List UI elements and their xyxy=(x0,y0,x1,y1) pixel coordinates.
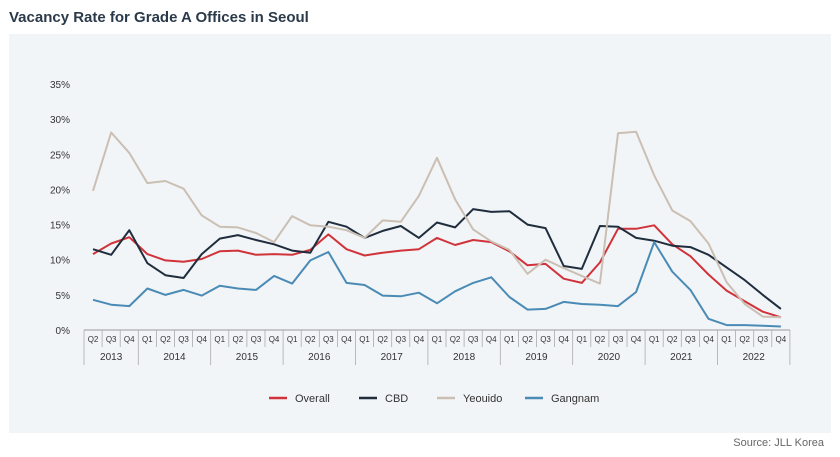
y-tick-label: 0% xyxy=(56,326,71,337)
x-quarter-label: Q3 xyxy=(395,335,406,344)
x-quarter-label: Q3 xyxy=(323,335,334,344)
x-quarter-label: Q3 xyxy=(685,335,696,344)
x-quarter-label: Q2 xyxy=(88,335,99,344)
x-quarter-label: Q3 xyxy=(178,335,189,344)
x-year-label: 2020 xyxy=(598,352,621,363)
x-quarter-label: Q1 xyxy=(287,335,298,344)
y-tick-label: 15% xyxy=(50,221,70,232)
x-quarter-label: Q2 xyxy=(667,335,678,344)
x-year-label: 2018 xyxy=(453,352,476,363)
legend-label-yeouido: Yeouido xyxy=(463,393,502,405)
x-quarter-label: Q1 xyxy=(721,335,732,344)
y-tick-label: 10% xyxy=(50,256,70,267)
series-line-gangnam xyxy=(92,241,781,328)
x-quarter-label: Q1 xyxy=(649,335,660,344)
y-tick-label: 25% xyxy=(50,150,70,161)
source-note: Source: JLL Korea xyxy=(733,437,824,449)
x-quarter-label: Q4 xyxy=(776,335,787,344)
chart-title: Vacancy Rate for Grade A Offices in Seou… xyxy=(9,9,309,26)
y-tick-label: 35% xyxy=(50,80,70,91)
series-line-yeouido xyxy=(92,130,781,319)
x-quarter-label: Q2 xyxy=(305,335,316,344)
x-year-label: 2022 xyxy=(743,352,766,363)
x-quarter-label: Q2 xyxy=(595,335,606,344)
y-tick-label: 30% xyxy=(50,115,70,126)
x-quarter-label: Q1 xyxy=(359,335,370,344)
x-quarter-label: Q4 xyxy=(703,335,714,344)
x-quarter-label: Q2 xyxy=(450,335,461,344)
x-quarter-label: Q2 xyxy=(233,335,244,344)
chart-panel: 0% 5% 10% 15% 20% 25% 30% 35% Q2 Q3 Q4 Q1 Q2 Q3 Q4 Q1 Q2… xyxy=(9,34,831,433)
x-quarter-label: Q2 xyxy=(739,335,750,344)
x-quarter-label: Q4 xyxy=(631,335,642,344)
x-quarter-label: Q3 xyxy=(468,335,479,344)
x-quarter-label: Q3 xyxy=(251,335,262,344)
x-quarter-label: Q4 xyxy=(486,335,497,344)
x-year-label: 2013 xyxy=(100,352,123,363)
x-quarter-label: Q4 xyxy=(558,335,569,344)
x-quarter-label: Q1 xyxy=(142,335,153,344)
x-quarter-label: Q2 xyxy=(522,335,533,344)
legend-label-cbd: CBD xyxy=(385,393,408,405)
x-quarter-label: Q4 xyxy=(414,335,425,344)
x-quarter-label: Q1 xyxy=(432,335,443,344)
series-line-cbd xyxy=(92,208,782,310)
x-year-label: 2015 xyxy=(236,352,259,363)
x-quarter-label: Q1 xyxy=(214,335,225,344)
x-quarter-label: Q3 xyxy=(757,335,768,344)
x-year-label: 2016 xyxy=(308,352,331,363)
x-year-label: 2017 xyxy=(381,352,404,363)
x-quarter-label: Q2 xyxy=(377,335,388,344)
y-tick-label: 20% xyxy=(50,185,70,196)
x-quarter-label: Q2 xyxy=(160,335,171,344)
x-quarter-label: Q3 xyxy=(613,335,624,344)
x-year-label: 2021 xyxy=(670,352,693,363)
x-quarter-label: Q4 xyxy=(269,335,280,344)
x-quarter-label: Q4 xyxy=(341,335,352,344)
x-year-label: 2014 xyxy=(163,352,186,363)
x-year-label: 2019 xyxy=(525,352,548,363)
series-line-overall xyxy=(92,224,782,319)
chart-svg: 0% 5% 10% 15% 20% 25% 30% 35% Q2 Q3 Q4 Q1 Q2 Q3 Q4 Q1 Q2… xyxy=(50,80,791,405)
y-tick-label: 5% xyxy=(56,291,71,302)
x-quarter-label: Q4 xyxy=(124,335,135,344)
x-quarter-label: Q3 xyxy=(540,335,551,344)
x-quarter-label: Q1 xyxy=(576,335,587,344)
legend-label-overall: Overall xyxy=(295,393,330,405)
x-quarter-label: Q1 xyxy=(504,335,515,344)
legend-label-gangnam: Gangnam xyxy=(551,393,599,405)
x-quarter-label: Q4 xyxy=(196,335,207,344)
x-quarter-label: Q3 xyxy=(106,335,117,344)
